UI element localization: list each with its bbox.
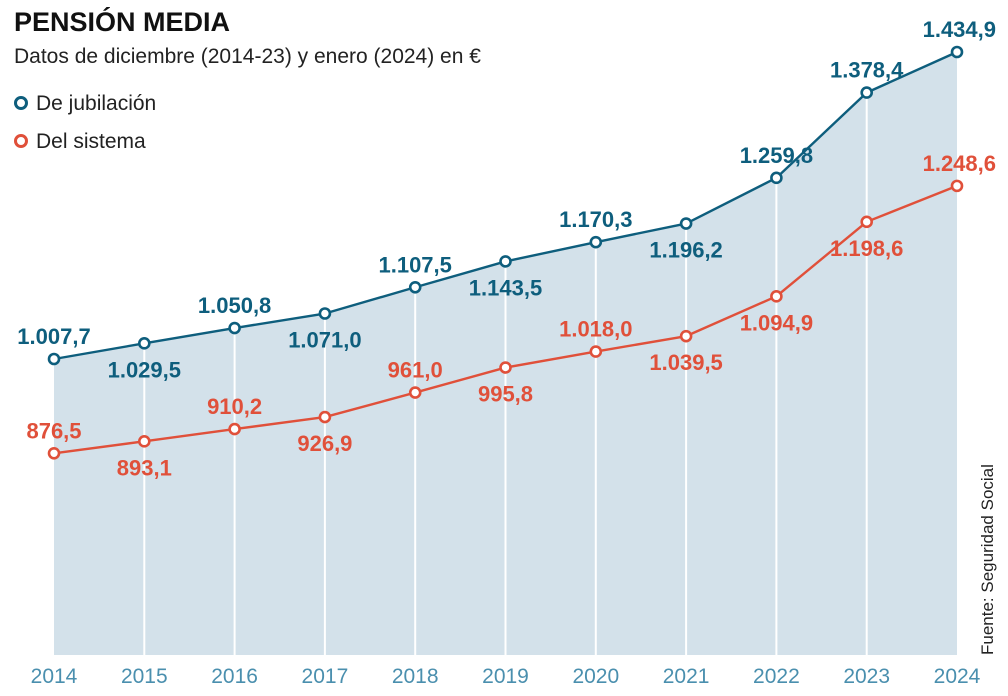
data-point xyxy=(679,217,693,230)
x-tick-label: 2020 xyxy=(572,665,619,688)
data-label: 995,8 xyxy=(478,382,533,407)
data-point xyxy=(589,345,603,358)
x-tick-label: 2014 xyxy=(31,665,78,688)
data-label: 1.029,5 xyxy=(108,357,181,382)
data-label: 1.378,4 xyxy=(830,58,904,83)
data-label: 1.143,5 xyxy=(469,275,542,300)
chart-subtitle: Datos de diciembre (2014-23) y enero (20… xyxy=(14,45,481,68)
data-point xyxy=(138,435,151,448)
data-point xyxy=(47,352,61,366)
data-point xyxy=(499,255,512,268)
x-tick-label: 2019 xyxy=(482,665,529,688)
data-point xyxy=(408,280,422,294)
data-point xyxy=(950,45,964,59)
data-label: 1.170,3 xyxy=(559,207,632,232)
data-label: 910,2 xyxy=(207,394,262,419)
data-point xyxy=(679,329,693,343)
data-point xyxy=(408,386,422,399)
data-label: 1.007,7 xyxy=(17,324,90,349)
data-point xyxy=(228,422,241,436)
source-note: Fuente: Seguridad Social xyxy=(978,464,997,655)
legend-label-jubilacion: De jubilación xyxy=(36,92,156,115)
legend: De jubilación Del sistema xyxy=(14,92,156,153)
x-tick-label: 2015 xyxy=(121,665,168,688)
data-label: 1.259,8 xyxy=(740,143,813,168)
data-label: 1.050,8 xyxy=(198,293,271,318)
legend-label-sistema: Del sistema xyxy=(36,130,146,153)
x-tick-label: 2022 xyxy=(753,665,800,688)
data-label: 1.039,5 xyxy=(649,350,722,375)
data-label: 1.094,9 xyxy=(740,310,813,335)
data-label: 1.018,0 xyxy=(559,317,632,342)
data-point xyxy=(860,215,874,229)
data-label: 926,9 xyxy=(297,431,352,456)
x-tick-label: 2024 xyxy=(934,665,981,688)
data-label: 1.196,2 xyxy=(649,238,722,263)
data-label: 1.071,0 xyxy=(288,328,361,353)
data-point xyxy=(318,410,332,424)
data-label: 893,1 xyxy=(117,455,172,480)
data-point xyxy=(228,321,241,335)
data-point xyxy=(138,337,151,350)
data-point xyxy=(499,361,512,374)
data-label: 1.434,9 xyxy=(923,17,996,42)
legend-marker-sistema xyxy=(14,134,28,148)
data-label: 1.107,5 xyxy=(378,252,451,277)
data-label: 1.248,6 xyxy=(923,151,996,176)
data-point xyxy=(770,171,783,185)
data-point xyxy=(589,235,603,249)
data-label: 1.198,6 xyxy=(830,236,903,261)
data-point xyxy=(47,446,61,460)
chart-title: PENSIÓN MEDIA xyxy=(14,6,230,37)
legend-marker-jubilacion xyxy=(14,96,28,110)
x-tick-label: 2017 xyxy=(302,665,349,688)
data-label: 876,5 xyxy=(26,418,81,443)
data-point xyxy=(860,86,874,99)
x-tick-label: 2021 xyxy=(663,665,710,688)
data-point xyxy=(318,307,332,320)
data-label: 961,0 xyxy=(388,358,443,383)
x-tick-label: 2023 xyxy=(843,665,890,688)
data-point xyxy=(770,290,783,303)
x-tick-label: 2016 xyxy=(211,665,258,688)
data-point xyxy=(950,179,964,193)
x-tick-label: 2018 xyxy=(392,665,439,688)
plot-area: 2014 2015 2016 2017 2018 2019 2020 2021 2022 2023… xyxy=(17,17,996,688)
